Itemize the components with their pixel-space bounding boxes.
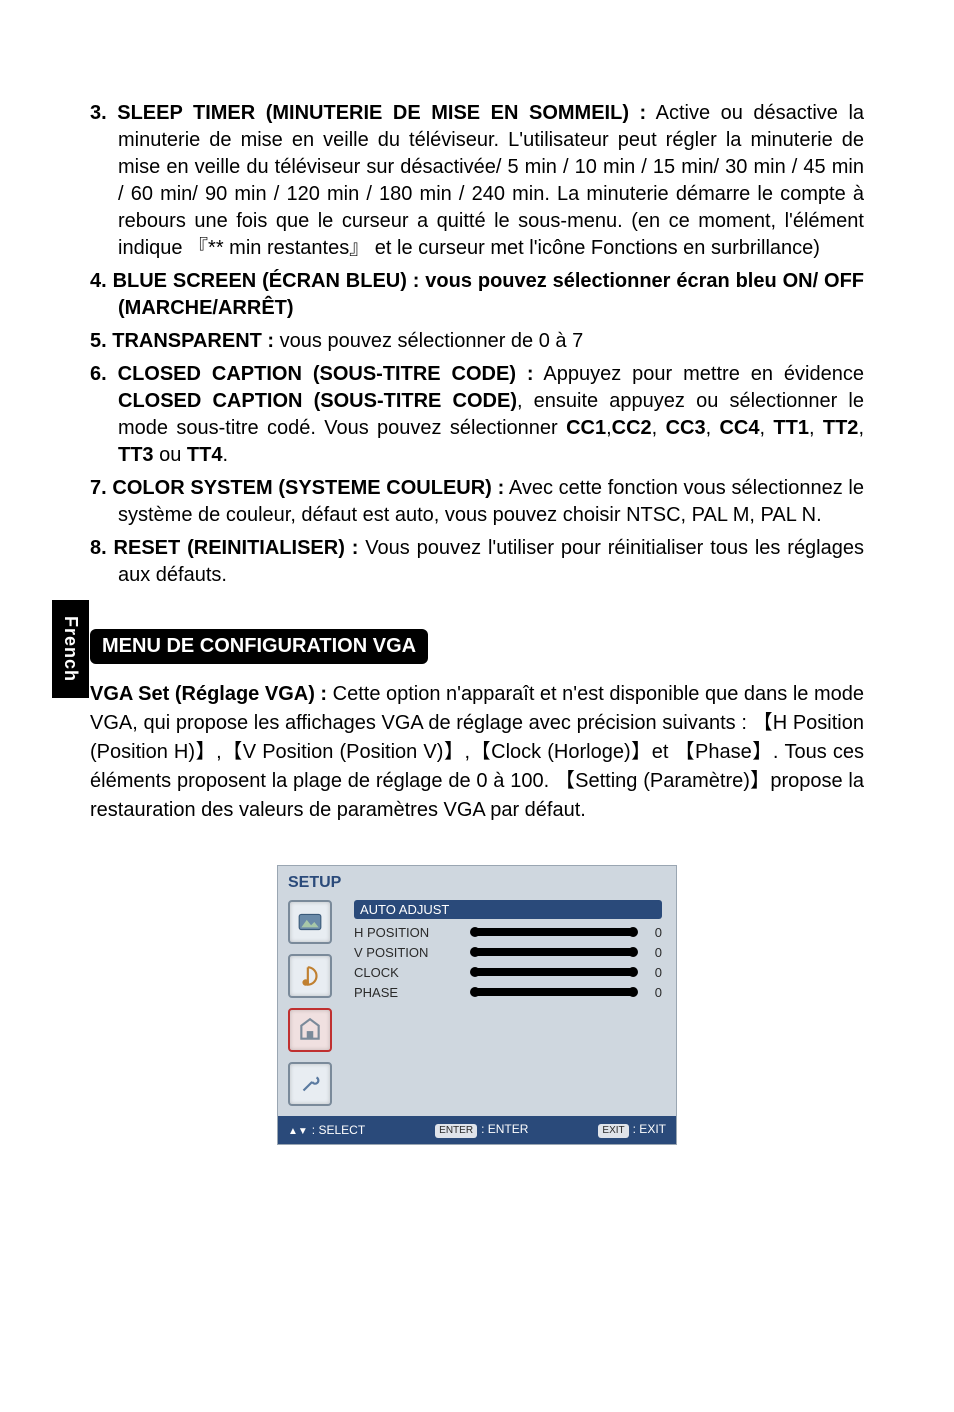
osd-header-row: AUTO ADJUST	[354, 900, 662, 919]
osd-content: AUTO ADJUST H POSITION 0 V POSITION 0 CL…	[350, 896, 676, 1116]
item-number: 5.	[90, 330, 107, 352]
item-number: 3.	[90, 102, 107, 124]
osd-footer: ▲▼ : SELECT ENTER : ENTER EXIT : EXIT	[278, 1116, 676, 1144]
list-item: 8. RESET (REINITIALISER) : Vous pouvez l…	[90, 535, 864, 589]
osd-title: SETUP	[278, 866, 676, 896]
picture-icon	[288, 900, 332, 944]
item-number: 7.	[90, 477, 107, 499]
enter-chip: ENTER	[435, 1124, 477, 1138]
list-item: 6. CLOSED CAPTION (SOUS-TITRE CODE) : Ap…	[90, 361, 864, 469]
osd-panel: SETUP	[277, 865, 677, 1145]
osd-header-label: AUTO ADJUST	[360, 902, 449, 917]
instruction-list: 3. SLEEP TIMER (MINUTERIE DE MISE EN SOM…	[90, 100, 864, 589]
item-body: Active ou désactive la minuterie de mise…	[118, 102, 864, 259]
footer-exit: EXIT : EXIT	[598, 1122, 666, 1138]
osd-row-label: PHASE	[354, 985, 474, 1000]
list-item: 7. COLOR SYSTEM (SYSTEME COULEUR) : Avec…	[90, 475, 864, 529]
footer-enter: ENTER : ENTER	[435, 1122, 528, 1138]
osd-icon-column	[278, 896, 350, 1116]
osd-row-label: V POSITION	[354, 945, 474, 960]
item-lead: CLOSED CAPTION (SOUS-TITRE CODE) :	[118, 363, 534, 385]
osd-row-label: H POSITION	[354, 925, 474, 940]
list-item: 4. BLUE SCREEN (ÉCRAN BLEU) : vous pouve…	[90, 268, 864, 322]
osd-row: V POSITION 0	[354, 942, 662, 962]
item-number: 4.	[90, 270, 107, 292]
list-item: 3. SLEEP TIMER (MINUTERIE DE MISE EN SOM…	[90, 100, 864, 262]
vga-paragraph: VGA Set (Réglage VGA) : Cette option n'a…	[90, 680, 864, 825]
osd-row-label: CLOCK	[354, 965, 474, 980]
footer-enter-label: : ENTER	[481, 1122, 528, 1136]
footer-exit-label: : EXIT	[633, 1122, 666, 1136]
osd-row-value: 0	[644, 945, 662, 960]
document-page: French 3. SLEEP TIMER (MINUTERIE DE MISE…	[0, 0, 954, 1205]
osd-row: CLOCK 0	[354, 962, 662, 982]
language-tab: French	[52, 600, 89, 698]
osd-row: PHASE 0	[354, 982, 662, 1002]
item-body: vous pouvez sélectionner de 0 à 7	[274, 330, 583, 352]
osd-slider	[474, 948, 634, 956]
exit-chip: EXIT	[598, 1124, 628, 1138]
osd-row-value: 0	[644, 925, 662, 940]
section-heading: MENU DE CONFIGURATION VGA	[90, 629, 428, 664]
item-lead: RESET (REINITIALISER) :	[114, 537, 359, 559]
setup-icon	[288, 1008, 332, 1052]
item-number: 6.	[90, 363, 107, 385]
osd-slider	[474, 968, 634, 976]
up-down-icon: ▲▼	[288, 1126, 308, 1137]
osd-slider	[474, 988, 634, 996]
item-lead: BLUE SCREEN (ÉCRAN BLEU) : vous pouvez s…	[113, 270, 864, 319]
osd-body: AUTO ADJUST H POSITION 0 V POSITION 0 CL…	[278, 896, 676, 1116]
osd-row-value: 0	[644, 985, 662, 1000]
item-lead: TRANSPARENT :	[112, 330, 274, 352]
item-lead: SLEEP TIMER (MINUTERIE DE MISE EN SOMMEI…	[117, 102, 646, 124]
item-number: 8.	[90, 537, 107, 559]
osd-row-value: 0	[644, 965, 662, 980]
tools-icon	[288, 1062, 332, 1106]
audio-icon	[288, 954, 332, 998]
osd-row: H POSITION 0	[354, 922, 662, 942]
osd-slider	[474, 928, 634, 936]
list-item: 5. TRANSPARENT : vous pouvez sélectionne…	[90, 328, 864, 355]
item-lead: COLOR SYSTEM (SYSTEME COULEUR) :	[112, 477, 504, 499]
osd-screenshot: SETUP	[277, 865, 677, 1145]
footer-select: ▲▼ : SELECT	[288, 1123, 365, 1137]
footer-select-label: : SELECT	[312, 1123, 365, 1137]
